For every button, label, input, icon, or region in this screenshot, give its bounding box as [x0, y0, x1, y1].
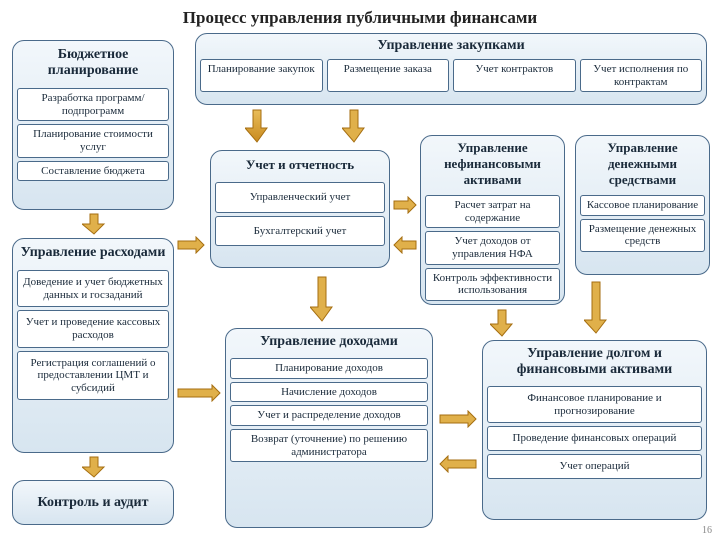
panel-budget-planning: Бюджетное планирование Разработка програ… — [12, 40, 174, 210]
acct-item-1: Бухгалтерский учет — [215, 216, 385, 247]
panel-expenses: Управление расходами Доведение и учет бю… — [12, 238, 174, 453]
inc-item-0: Планирование доходов — [230, 358, 428, 379]
panel-income: Управление доходами Планирование доходов… — [225, 328, 433, 528]
panel-accounting: Учет и отчетность Управленческий учет Бу… — [210, 150, 390, 268]
inc-item-3: Возврат (уточнение) по решению администр… — [230, 429, 428, 462]
nfa-item-2: Контроль эффективности использования — [425, 268, 560, 301]
panel-debt: Управление долгом и финансовыми активами… — [482, 340, 707, 520]
arrow-right-icon — [176, 384, 222, 402]
debt-item-2: Учет операций — [487, 454, 702, 479]
budget-item-2: Составление бюджета — [17, 161, 169, 182]
arrow-down-icon — [245, 108, 269, 144]
panel-audit: Контроль и аудит — [12, 480, 174, 525]
accounting-header: Учет и отчетность — [211, 151, 389, 179]
nfa-item-1: Учет доходов от управления НФА — [425, 231, 560, 264]
procurement-header: Управление закупками — [196, 34, 706, 56]
income-header: Управление доходами — [226, 329, 432, 355]
exp-item-2: Регистрация соглашений о предоставлении … — [17, 351, 169, 401]
proc-item-2: Учет контрактов — [453, 59, 576, 92]
exp-item-0: Доведение и учет бюджетных данных и госз… — [17, 270, 169, 307]
page-title: Процесс управления публичными финансами — [0, 8, 720, 28]
debt-header: Управление долгом и финансовыми активами — [483, 341, 706, 383]
budget-planning-header: Бюджетное планирование — [13, 41, 173, 85]
expenses-header: Управление расходами — [13, 239, 173, 267]
panel-procurement: Управление закупками Планирование закупо… — [195, 33, 707, 105]
cash-header: Управление денежными средствами — [576, 136, 709, 192]
arrow-left-icon — [392, 236, 418, 254]
inc-item-2: Учет и распределение доходов — [230, 405, 428, 426]
arrow-down-icon — [82, 212, 106, 236]
proc-item-1: Размещение заказа — [327, 59, 450, 92]
proc-item-0: Планирование закупок — [200, 59, 323, 92]
cash-item-0: Кассовое планирование — [580, 195, 705, 216]
page-number: 16 — [702, 525, 712, 536]
arrow-down-icon — [82, 455, 106, 479]
panel-nfa: Управление нефинансовыми активами Расчет… — [420, 135, 565, 305]
debt-item-1: Проведение финансовых операций — [487, 426, 702, 451]
nfa-header: Управление нефинансовыми активами — [421, 136, 564, 192]
exp-item-1: Учет и проведение кассовых расходов — [17, 310, 169, 347]
arrow-down-icon — [342, 108, 366, 144]
proc-item-3: Учет исполнения по контрактам — [580, 59, 703, 92]
arrow-down-icon — [584, 280, 608, 335]
panel-cash: Управление денежными средствами Кассовое… — [575, 135, 710, 275]
audit-header: Контроль и аудит — [38, 495, 149, 511]
arrow-left-icon — [438, 455, 478, 473]
nfa-item-0: Расчет затрат на содержание — [425, 195, 560, 228]
acct-item-0: Управленческий учет — [215, 182, 385, 213]
budget-item-0: Разработка программ/ подпрограмм — [17, 88, 169, 121]
arrow-down-icon — [310, 275, 334, 323]
arrow-right-icon — [392, 196, 418, 214]
inc-item-1: Начисление доходов — [230, 382, 428, 403]
arrow-right-icon — [176, 236, 206, 254]
arrow-down-icon — [490, 308, 514, 338]
arrow-right-icon — [438, 410, 478, 428]
budget-item-1: Планирование стоимости услуг — [17, 124, 169, 157]
debt-item-0: Финансовое планирование и прогнозировани… — [487, 386, 702, 423]
cash-item-1: Размещение денежных средств — [580, 219, 705, 252]
